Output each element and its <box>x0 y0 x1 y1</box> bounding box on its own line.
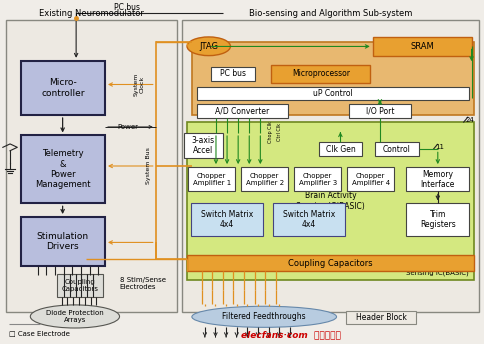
Text: Chopper
Amplifier 3: Chopper Amplifier 3 <box>298 173 336 186</box>
Text: 24: 24 <box>465 117 473 123</box>
Text: Coupling
Capacitors: Coupling Capacitors <box>61 279 98 292</box>
Text: 3-axis
Accel: 3-axis Accel <box>192 136 214 155</box>
Text: Brain Activity
Sensing IC(BASIC): Brain Activity Sensing IC(BASIC) <box>296 191 364 211</box>
Text: PC bus: PC bus <box>219 69 245 78</box>
Bar <box>197 87 468 100</box>
Text: uP Control: uP Control <box>312 89 352 98</box>
Text: Control: Control <box>382 145 410 154</box>
Bar <box>271 65 369 83</box>
Bar <box>57 274 103 297</box>
Text: Chopper
Amplifier 2: Chopper Amplifier 2 <box>245 173 283 186</box>
Bar <box>187 122 473 280</box>
Bar <box>347 167 393 192</box>
Text: 8 Stim/Sense
Electrodes: 8 Stim/Sense Electrodes <box>119 277 165 290</box>
Bar <box>318 142 362 157</box>
Text: Brain Activity
Sensing IC(BASIC): Brain Activity Sensing IC(BASIC) <box>406 263 468 276</box>
Text: Chopper
Amplifier 4: Chopper Amplifier 4 <box>351 173 389 186</box>
Bar <box>182 20 478 312</box>
Bar <box>272 203 345 236</box>
Bar <box>374 142 418 157</box>
Text: A/D Converter: A/D Converter <box>215 107 269 116</box>
Text: Ctrl Clk: Ctrl Clk <box>276 123 282 141</box>
Text: Header Block: Header Block <box>355 313 406 322</box>
Bar <box>192 42 473 115</box>
Text: Power: Power <box>117 123 138 130</box>
Bar <box>372 37 470 56</box>
Bar <box>21 136 105 203</box>
Text: Stimulation
Drivers: Stimulation Drivers <box>37 232 89 251</box>
Text: Chop Clk: Chop Clk <box>268 121 272 143</box>
Text: Chopper
Amplifier 1: Chopper Amplifier 1 <box>192 173 230 186</box>
Text: I/O Port: I/O Port <box>365 107 393 116</box>
Bar <box>188 167 235 192</box>
Bar <box>211 67 254 81</box>
Text: Telemetry
&
Power
Management: Telemetry & Power Management <box>35 149 91 190</box>
Text: Clk Gen: Clk Gen <box>325 145 355 154</box>
Text: Filtered Feedthroughs: Filtered Feedthroughs <box>222 312 305 321</box>
Text: elecfans·com  电子发烧友: elecfans·com 电子发烧友 <box>240 331 340 340</box>
Ellipse shape <box>192 306 336 327</box>
Text: Memory
Interface: Memory Interface <box>420 170 454 189</box>
Bar <box>191 203 263 236</box>
Text: Micro-
controller: Micro- controller <box>41 78 84 98</box>
Text: Trim
Registers: Trim Registers <box>419 210 455 229</box>
Text: Coupling Capacitors: Coupling Capacitors <box>287 259 372 268</box>
Text: □ Case Electrode: □ Case Electrode <box>9 330 69 336</box>
Bar <box>346 311 415 324</box>
Text: Diode Protection
Arrays: Diode Protection Arrays <box>46 310 104 323</box>
Bar <box>197 104 287 118</box>
Text: PC bus: PC bus <box>114 3 139 12</box>
Text: System
Clock: System Clock <box>133 73 144 96</box>
Text: Existing Neuromodulator: Existing Neuromodulator <box>39 9 144 18</box>
Text: JTAG: JTAG <box>199 42 218 51</box>
Text: System Bus: System Bus <box>146 148 151 184</box>
Bar <box>348 104 410 118</box>
Ellipse shape <box>187 37 230 56</box>
Bar <box>406 167 468 192</box>
Bar <box>21 61 105 115</box>
Text: Bio-sensing and Algorithm Sub-system: Bio-sensing and Algorithm Sub-system <box>248 9 411 18</box>
Bar <box>183 133 223 158</box>
Bar <box>187 255 473 271</box>
Bar <box>406 203 468 236</box>
Text: Switch Matrix
4x4: Switch Matrix 4x4 <box>200 210 253 229</box>
Bar <box>293 167 341 192</box>
Text: SRAM: SRAM <box>409 42 433 51</box>
Text: Switch Matrix
4x4: Switch Matrix 4x4 <box>282 210 334 229</box>
Bar <box>241 167 287 192</box>
Text: 11: 11 <box>435 144 443 150</box>
Bar <box>6 20 177 312</box>
Text: Microprocessor: Microprocessor <box>291 69 349 78</box>
Bar <box>21 217 105 266</box>
Ellipse shape <box>30 305 119 328</box>
